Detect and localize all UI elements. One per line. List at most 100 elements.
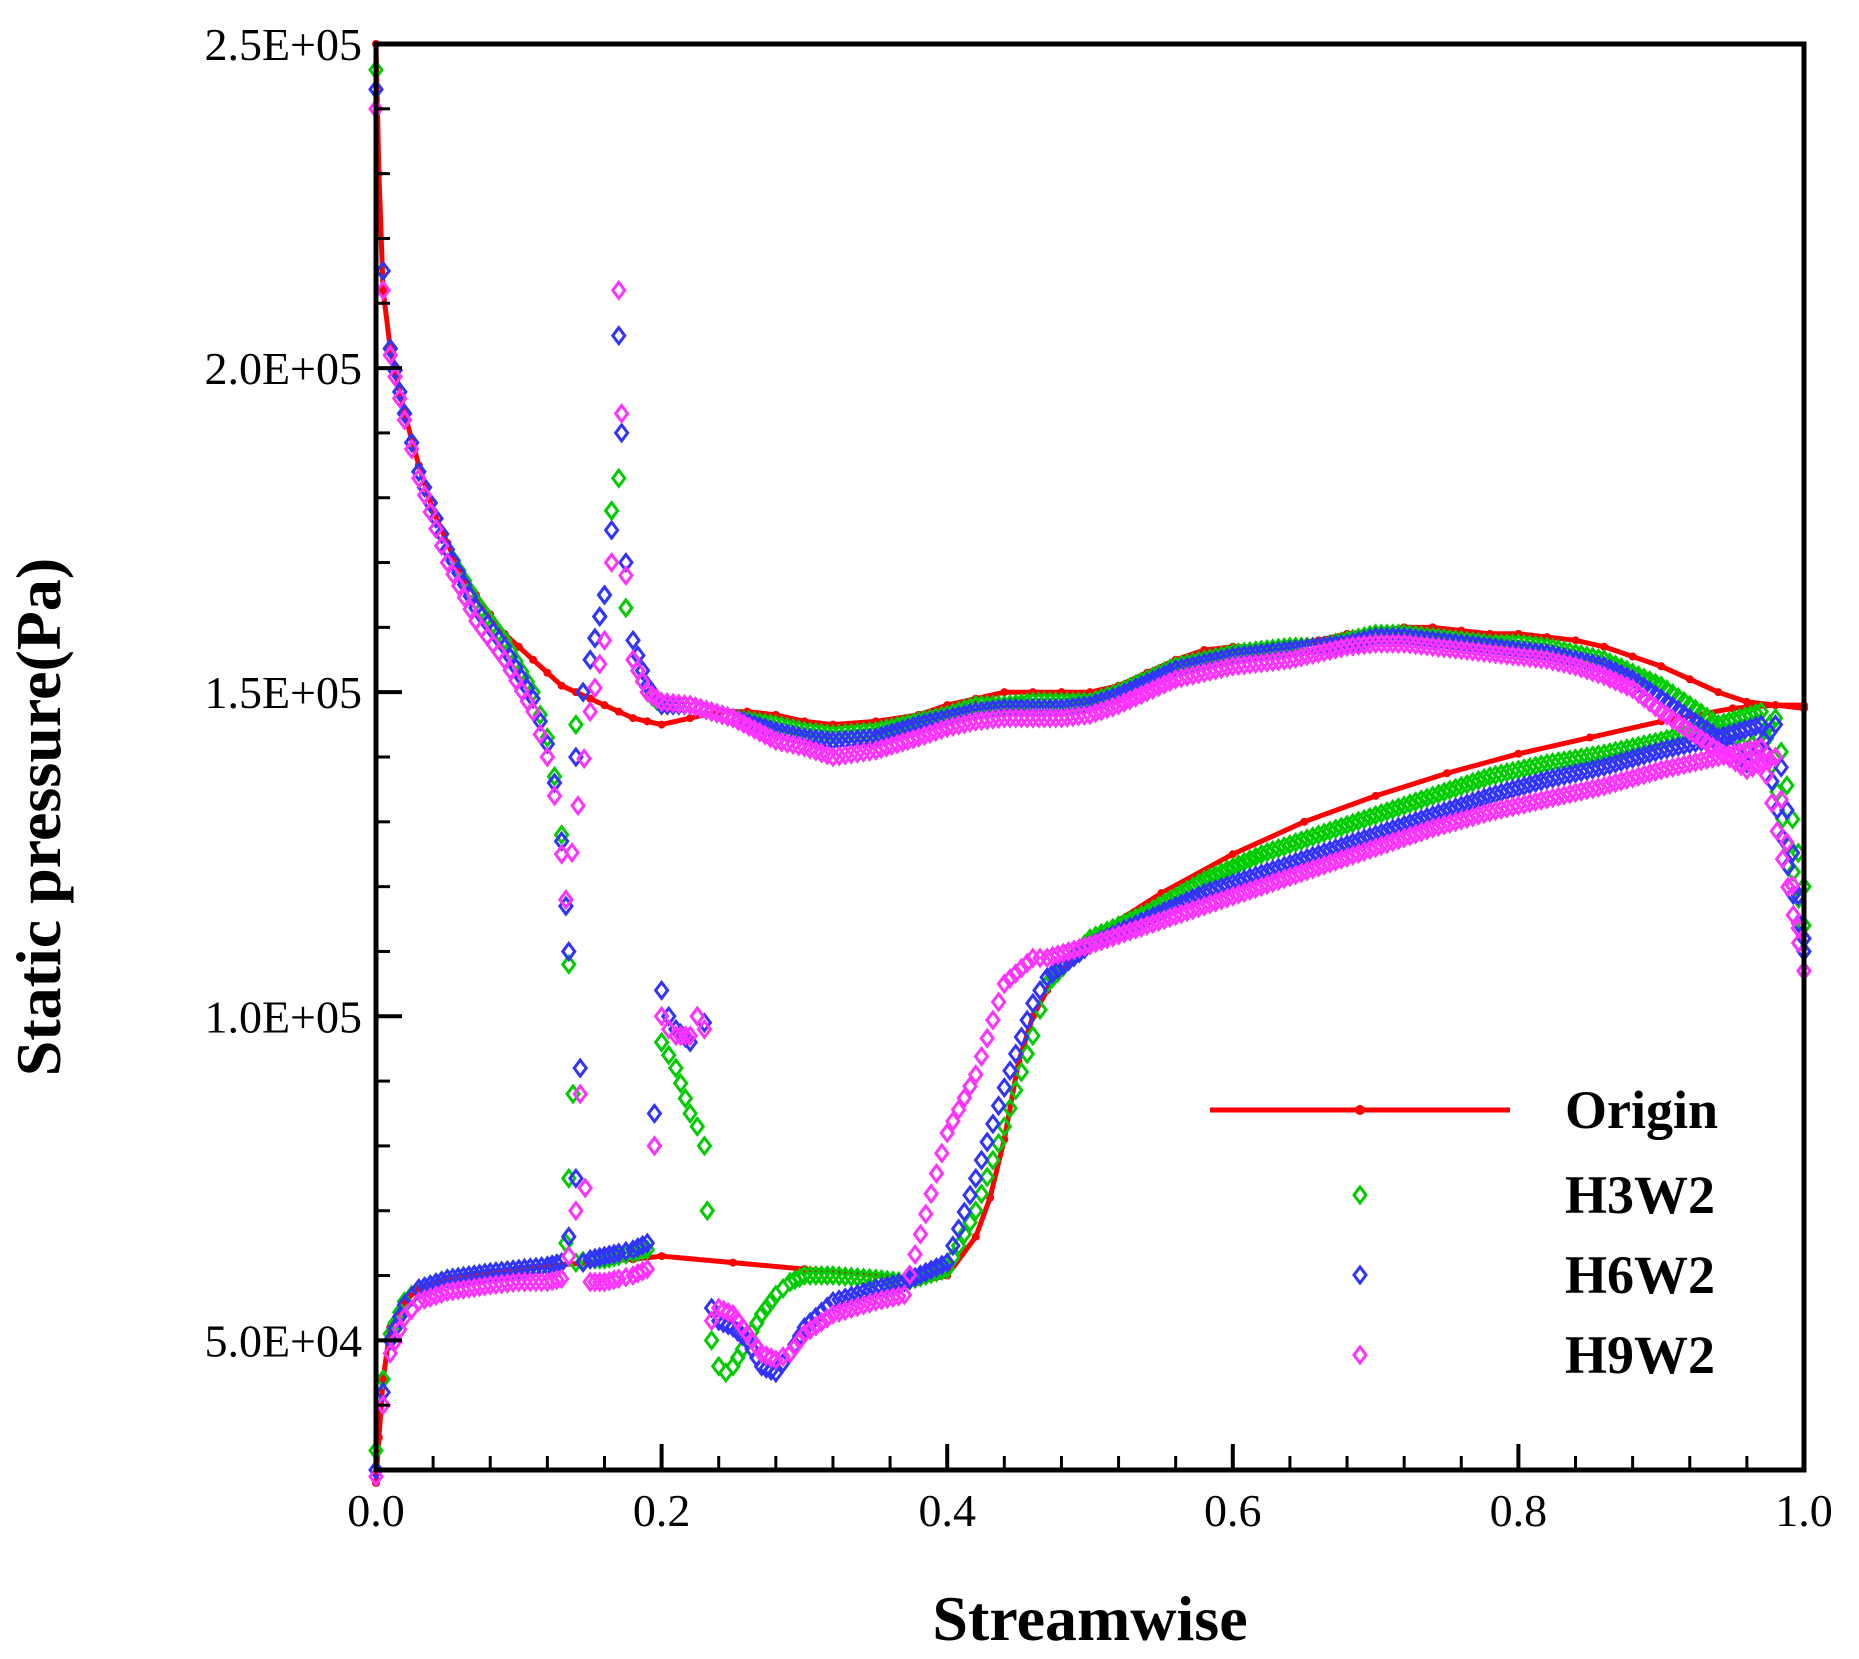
h3w2-point	[813, 1265, 830, 1287]
y-tick-label: 1.5E+05	[204, 667, 362, 718]
h9w2-point	[1104, 926, 1121, 948]
h9w2-point	[1070, 705, 1087, 727]
legend-item-h9w2: H9W2	[1352, 1325, 1715, 1385]
h9w2-point	[591, 653, 608, 675]
h9w2-point	[439, 552, 456, 574]
h3w2-point	[1293, 830, 1310, 852]
h9w2-point	[606, 1269, 622, 1291]
h6w2-point	[1299, 847, 1315, 869]
h6w2-point	[1032, 979, 1048, 1001]
h3w2-point	[1407, 791, 1424, 813]
h9w2-point	[587, 677, 603, 699]
h3w2-point	[1778, 775, 1795, 797]
h9w2-point	[1213, 889, 1230, 911]
h6w2-point	[1019, 1009, 1036, 1031]
h6w2-point	[861, 727, 878, 749]
h9w2-point	[428, 518, 444, 540]
h9w2-point	[1253, 876, 1270, 898]
h9w2-point	[522, 1271, 539, 1293]
h3w2-point	[710, 1355, 727, 1377]
h9w2-point	[1761, 749, 1778, 771]
h9w2-point	[1099, 928, 1116, 950]
h9w2-point	[1350, 635, 1367, 657]
h9w2-point	[1767, 746, 1784, 768]
h9w2-point	[1242, 653, 1258, 675]
h9w2-point	[403, 438, 420, 460]
h3w2-point	[763, 1290, 779, 1312]
h3w2-point	[1304, 826, 1321, 848]
h6w2-point	[967, 1167, 984, 1189]
h9w2-point	[1139, 681, 1155, 703]
h6w2-point	[532, 710, 549, 732]
h9w2-point	[1344, 635, 1361, 657]
h6w2-point	[1025, 992, 1041, 1014]
h9w2-point	[375, 1394, 392, 1416]
h9w2-point	[831, 745, 847, 767]
h6w2-point	[646, 1103, 663, 1124]
h6w2-point	[568, 1167, 584, 1189]
x-tick-label: 0.4	[918, 1485, 976, 1536]
h3w2-point	[1470, 769, 1487, 791]
h6w2-point	[553, 830, 570, 852]
h9w2-point	[796, 1323, 813, 1345]
h9w2-point	[1059, 706, 1076, 728]
h9w2-point	[1333, 637, 1350, 659]
h9w2-point	[582, 701, 599, 723]
h9w2-point	[596, 629, 613, 651]
h9w2-point	[1763, 792, 1780, 814]
origin-point	[1514, 749, 1523, 758]
h3w2-point	[618, 597, 634, 619]
h9w2-point	[1259, 651, 1275, 673]
h6w2-point	[939, 1252, 956, 1274]
h9w2-point	[1362, 839, 1378, 861]
h9w2-point	[979, 1027, 996, 1049]
h6w2-point	[488, 1261, 504, 1283]
h3w2-point	[1327, 818, 1344, 840]
h6w2-point	[493, 1260, 510, 1282]
h3w2-point	[1753, 701, 1770, 723]
h3w2-point	[1282, 834, 1298, 856]
h6w2-point	[1242, 867, 1258, 889]
h6w2-point	[767, 1362, 784, 1384]
h9w2-point	[1384, 831, 1401, 853]
h9w2-point	[549, 1269, 565, 1291]
h9w2-point	[1144, 913, 1161, 935]
h9w2-point	[1253, 652, 1270, 674]
h6w2-point	[610, 325, 627, 347]
h6w2-point	[1384, 818, 1401, 840]
h9w2-point	[1379, 633, 1395, 655]
h6w2-point	[1002, 1060, 1018, 1082]
y-axis-title: Static pressure(Pa)	[3, 558, 74, 1076]
origin-point	[1628, 652, 1637, 661]
h9w2-point	[861, 1292, 878, 1314]
origin-point	[1600, 642, 1609, 651]
origin-point	[1742, 697, 1751, 706]
h3w2-point	[375, 1368, 392, 1390]
h6w2-point	[410, 1278, 427, 1300]
h9w2-point	[1769, 820, 1786, 842]
h9w2-point	[433, 535, 450, 557]
h9w2-point	[1390, 633, 1407, 655]
y-tick-label: 2.5E+05	[204, 19, 362, 70]
h6w2-point	[990, 1095, 1007, 1117]
origin-point	[586, 694, 595, 703]
h9w2-point	[910, 727, 927, 749]
h9w2-point	[1379, 833, 1395, 855]
h9w2-point	[1264, 872, 1281, 894]
h9w2-point	[703, 1310, 720, 1332]
h6w2-point	[587, 627, 603, 649]
h9w2-point	[1082, 934, 1098, 956]
h9w2-point	[445, 563, 461, 585]
h6w2-point	[560, 1226, 577, 1248]
h9w2-point	[410, 467, 427, 489]
h9w2-point	[1401, 825, 1418, 847]
h3w2-point	[807, 1265, 824, 1287]
h9w2-point	[767, 1349, 784, 1371]
h9w2-point	[1127, 686, 1144, 708]
h6w2-point	[375, 1381, 392, 1403]
h3w2-point	[1259, 841, 1275, 863]
h6w2-point	[482, 1261, 499, 1283]
h9w2-point	[1230, 883, 1247, 905]
h9w2-point	[1122, 920, 1138, 942]
h3w2-point	[682, 1103, 699, 1124]
